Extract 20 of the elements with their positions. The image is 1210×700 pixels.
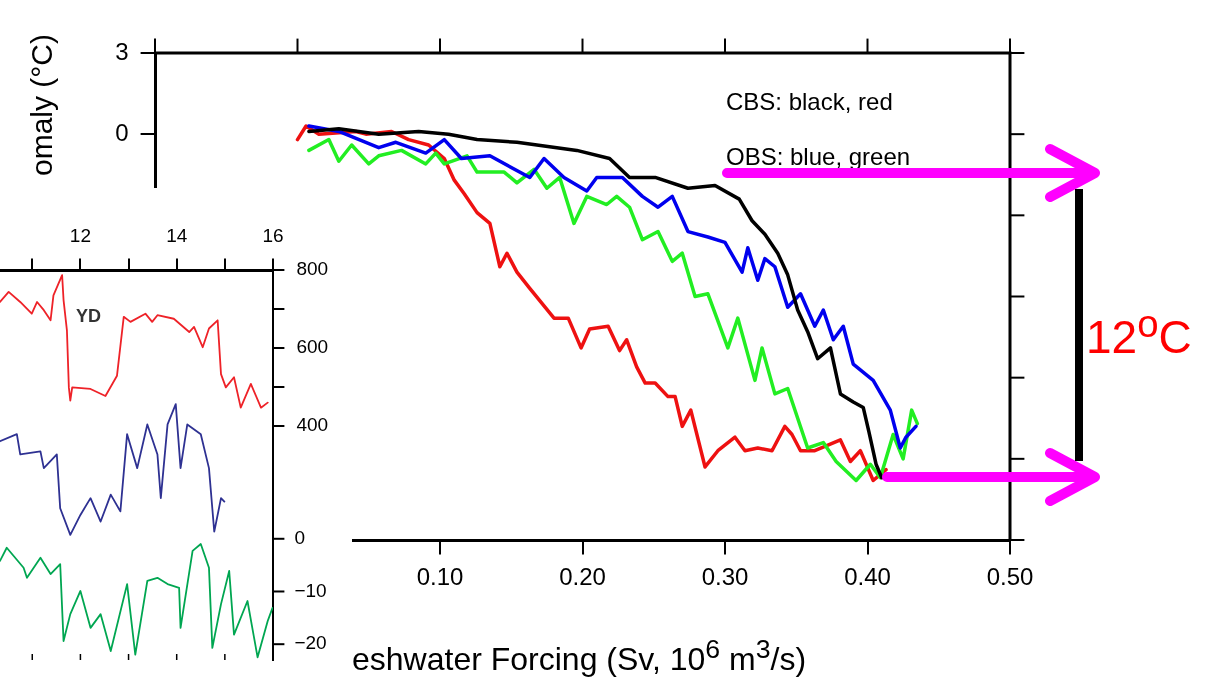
y-tick-label: 400 xyxy=(296,414,329,436)
y-axis-title: omaly (°C) xyxy=(25,33,59,177)
x-tick-label: 0.10 xyxy=(416,563,464,591)
x-tick-label: 0.40 xyxy=(844,563,891,591)
x-tick-label: 14 xyxy=(166,225,188,247)
annotation: YD xyxy=(76,306,102,326)
y2-tick-label: −10 xyxy=(294,579,327,601)
text: 12$^{o}$C xyxy=(1086,302,1192,364)
x-tick-label: 0.50 xyxy=(986,563,1034,591)
x-tick-label: 0.30 xyxy=(701,563,749,591)
annotation: CBS: black, red xyxy=(726,88,893,115)
y-tick-label: 3 xyxy=(115,37,129,65)
x-tick-label: 0.20 xyxy=(559,563,606,591)
x-axis-title: eshwater Forcing (Sv, 10$^{6}$ m$^{3}$/s) xyxy=(352,634,807,677)
annotation: OBS: blue, green xyxy=(726,143,911,170)
x-tick-label: 16 xyxy=(262,225,284,247)
y-tick-label: 600 xyxy=(296,336,329,358)
x-tick-label: 12 xyxy=(69,225,91,247)
y2-tick-label: −20 xyxy=(294,632,327,654)
y-tick-label: 800 xyxy=(296,258,329,280)
